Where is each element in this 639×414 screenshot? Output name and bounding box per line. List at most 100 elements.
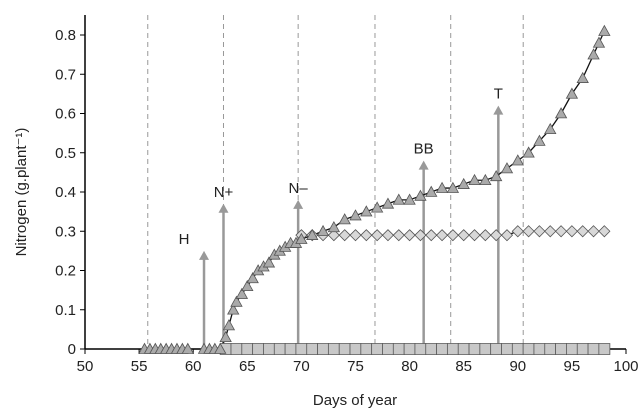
triangle-marker (457, 177, 470, 189)
diamond-marker (533, 225, 546, 238)
diamond-marker (598, 225, 611, 238)
x-tick-label: 55 (131, 358, 148, 375)
triangle-marker (181, 342, 194, 354)
diamond-marker (565, 225, 578, 238)
triangle-marker (522, 146, 535, 158)
triangle-marker (425, 185, 438, 197)
triangle-marker (392, 193, 405, 205)
square-marker (317, 343, 329, 355)
diamond-marker (371, 229, 384, 242)
square-marker (446, 343, 459, 355)
diamond-marker (576, 225, 589, 238)
y-tick-label: 0.3 (55, 223, 76, 240)
triangle-marker (370, 201, 384, 213)
annotation: N– (289, 180, 309, 197)
y-tick-label: 0.8 (55, 27, 76, 44)
triangle-marker (214, 342, 227, 354)
triangle-marker (316, 224, 330, 237)
square-marker (555, 343, 567, 355)
diamond-marker (360, 229, 373, 242)
x-tick-label: 95 (564, 358, 581, 375)
square-marker (382, 343, 394, 355)
triangle-marker (414, 189, 427, 201)
diamond-marker (544, 225, 557, 238)
x-tick-label: 85 (455, 358, 472, 375)
triangle-marker (230, 295, 243, 307)
triangle-marker (446, 181, 460, 193)
square-marker (349, 343, 362, 355)
triangle-marker (554, 107, 568, 119)
square-marker (295, 343, 308, 355)
square-marker (360, 343, 373, 355)
diamond-marker (500, 229, 514, 242)
square-marker (522, 343, 535, 355)
square-marker (241, 343, 254, 355)
square-marker (403, 343, 416, 355)
triangle-marker (306, 228, 319, 240)
diamond-marker (425, 229, 438, 242)
square-marker (273, 343, 286, 355)
annotation: N+ (214, 184, 234, 201)
diamond-marker (587, 225, 600, 238)
triangle-marker (349, 209, 362, 221)
diamond-marker (414, 229, 427, 242)
triangle-marker (219, 330, 232, 343)
triangle-marker (511, 154, 524, 166)
triangle-marker (295, 232, 308, 244)
y-tick-label: 0.2 (55, 263, 76, 280)
square-marker (490, 343, 503, 355)
triangle-marker (533, 134, 546, 146)
square-marker (414, 343, 427, 355)
arrow-head (293, 199, 304, 209)
triangle-marker (587, 48, 600, 60)
diamond-marker (338, 229, 351, 242)
y-tick-label: 0.7 (55, 66, 76, 83)
triangle-marker (500, 162, 514, 174)
square-marker (544, 343, 557, 355)
triangle-marker (468, 173, 481, 186)
x-tick-label: 65 (239, 358, 256, 375)
square-marker (468, 343, 481, 355)
triangle-marker (360, 205, 373, 217)
triangle-marker (222, 319, 236, 331)
triangle-marker (435, 181, 449, 193)
y-tick-label: 0.4 (55, 184, 76, 201)
arrow-head (418, 160, 429, 170)
diamond-marker (435, 229, 449, 242)
square-marker (566, 343, 578, 355)
triangle-marker (598, 24, 611, 36)
diamond-marker (381, 229, 395, 242)
square-marker (479, 343, 492, 355)
triangle-marker (565, 87, 579, 99)
square-marker (501, 343, 513, 355)
square-marker (371, 343, 384, 355)
triangle-marker (338, 213, 351, 225)
arrow-head (493, 105, 504, 115)
triangle-marker (227, 303, 240, 315)
triangle-marker (246, 272, 259, 284)
x-tick-label: 100 (613, 358, 638, 375)
x-tick-label: 75 (347, 358, 364, 375)
square-marker (263, 343, 275, 355)
square-marker (306, 343, 319, 355)
diamond-marker (392, 229, 405, 242)
square-marker (457, 343, 470, 355)
diamond-marker (468, 229, 481, 242)
x-tick-label: 80 (401, 358, 418, 375)
triangle-marker (381, 197, 395, 209)
diamond-marker (349, 229, 362, 242)
square-marker (284, 343, 297, 355)
square-marker (576, 343, 589, 355)
square-marker (392, 343, 405, 355)
triangle-marker (327, 221, 341, 233)
diamond-marker (511, 225, 524, 238)
x-tick-label: 50 (77, 358, 94, 375)
y-tick-label: 0.6 (55, 106, 76, 123)
annotation: H (179, 231, 190, 248)
square-marker (230, 343, 243, 355)
square-marker (425, 343, 438, 355)
diamond-marker (555, 225, 568, 238)
x-tick-label: 70 (293, 358, 310, 375)
square-marker (533, 343, 546, 355)
